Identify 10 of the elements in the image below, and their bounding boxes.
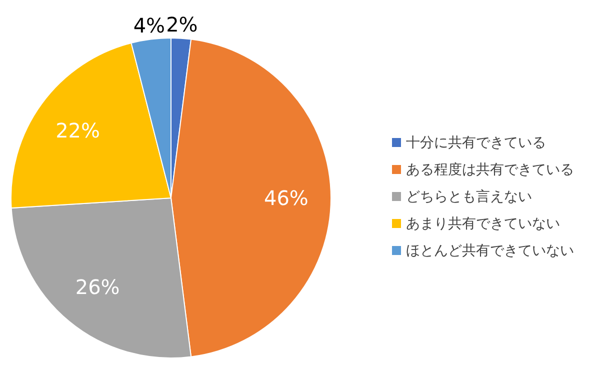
legend-label: あまり共有できていない bbox=[406, 216, 560, 232]
data-label: 46% bbox=[264, 186, 308, 210]
data-label: 26% bbox=[75, 274, 120, 299]
legend-label: ある程度は共有できている bbox=[406, 162, 574, 178]
data-label: 2% bbox=[166, 12, 198, 36]
data-label: 4% bbox=[133, 13, 166, 38]
data-label: 22% bbox=[56, 118, 100, 142]
legend-label: 十分に共有できている bbox=[406, 135, 546, 151]
legend-label: どちらとも言えない bbox=[406, 189, 532, 205]
legend-label: ほとんど共有できていない bbox=[406, 243, 574, 259]
